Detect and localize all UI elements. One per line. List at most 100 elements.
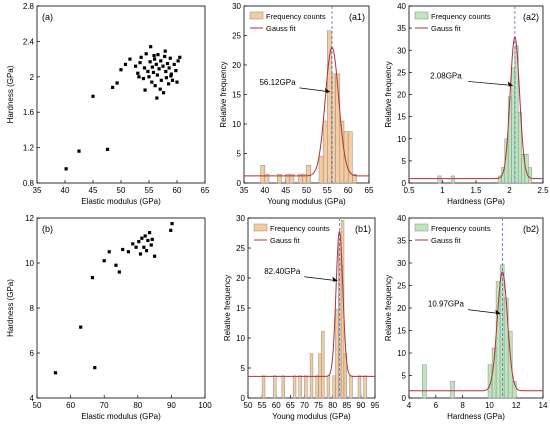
y-tick-label: 0 (241, 394, 246, 403)
gauss-fit-curve (248, 231, 375, 377)
scatter-point (140, 236, 144, 240)
x-tick-label: 2.5 (537, 186, 549, 195)
scatter-point (170, 78, 175, 82)
histogram-bar (450, 381, 455, 399)
scatter-point (150, 237, 154, 241)
histogram-bar (349, 375, 353, 399)
histogram-bar (528, 167, 532, 184)
y-tick-label: 8 (30, 304, 35, 313)
annotation-arrow (467, 81, 513, 86)
y-tick-label: 20 (236, 274, 245, 283)
scatter-point (178, 55, 182, 59)
scatter-point (115, 81, 119, 85)
y-tick-label: 0.8 (23, 179, 35, 188)
y-tick-label: 10 (25, 259, 34, 268)
histogram-bar (318, 156, 324, 184)
scatter-point (161, 91, 166, 95)
y-tick-label: 30 (397, 46, 406, 55)
scatter-point (157, 67, 161, 71)
histogram-bar (273, 375, 277, 399)
legend-swatch-bars (249, 11, 264, 20)
scatter-point (159, 59, 163, 63)
y-tick-label: 15 (397, 113, 406, 122)
scatter-point (105, 147, 110, 151)
y-tick-label: 25 (397, 282, 406, 291)
histogram-bar (289, 173, 295, 184)
histogram-bar (347, 131, 353, 184)
histogram-bar (507, 96, 512, 184)
scatter-point (155, 73, 159, 77)
y-axis-label: Relative frequency (223, 275, 232, 341)
panel-label: (a) (42, 12, 53, 22)
scatter-point (144, 52, 148, 56)
annotation-arrowhead (332, 276, 338, 282)
scatter-point (144, 249, 149, 253)
y-axis-label: Relative frequency (219, 61, 228, 127)
x-tick-label: 2 (507, 186, 512, 195)
x-tick-label: 65 (286, 401, 295, 410)
histogram-bar (335, 308, 339, 399)
scatter-point (126, 250, 130, 254)
annotation-arrowhead (325, 87, 330, 93)
legend-entry: Gauss fit (270, 236, 301, 245)
x-tick-label: 50 (302, 186, 311, 195)
panel-label: (a2) (523, 12, 539, 22)
histogram-bar (343, 353, 348, 399)
peak-annotation: 56.12GPa (259, 78, 296, 87)
panel-a: 35 40 45 50 55 60 65 0.8 1.2 1.6 2 2.4 2.8 Elastic mo… (6, 2, 210, 206)
scatter-point (64, 167, 68, 171)
legend-swatch-bars (414, 223, 429, 232)
scatter-point (151, 70, 156, 74)
x-tick-label: 70 (100, 401, 109, 410)
scatter-point (172, 62, 176, 67)
scatter-point (156, 53, 160, 57)
x-tick-label: 85 (342, 401, 351, 410)
scatter-point (149, 243, 153, 247)
y-tick-label: 12 (25, 214, 34, 223)
legend-entry: Gauss fit (431, 236, 462, 245)
x-tick-label: 35 (33, 186, 42, 195)
scatter-point (169, 74, 173, 78)
x-tick-label: 100 (198, 401, 212, 410)
y-tick-label: 10 (232, 120, 241, 129)
y-tick-label: 5 (241, 364, 246, 373)
scatter-point (147, 75, 151, 79)
scatter-point (117, 270, 121, 274)
y-axis-label: Relative frequency (384, 275, 393, 341)
histogram-bar (437, 175, 442, 184)
annotation-arrow (304, 276, 338, 282)
histogram-bar (277, 173, 282, 184)
peak-annotation: 2.08GPa (430, 71, 462, 80)
x-tick-label: 55 (323, 186, 332, 195)
y-tick-label: 0 (237, 179, 242, 188)
annotation-arrow (467, 309, 501, 314)
scatter-point (134, 245, 138, 249)
histogram-bar (264, 173, 270, 184)
x-tick-label: 75 (314, 401, 323, 410)
y-tick-label: 0 (402, 394, 407, 403)
x-axis-label: Hardness (GPa) (447, 197, 505, 206)
scatter-point (133, 64, 138, 68)
scatter-point (168, 56, 172, 60)
scatter-point (53, 371, 58, 375)
x-tick-label: 45 (89, 186, 98, 195)
panel-a1: 35 40 45 50 55 60 65 0 5 10 15 20 25 30 Young modulus … (219, 2, 374, 206)
y-tick-label: 35 (397, 24, 406, 33)
panel-label: (b1) (355, 224, 371, 234)
scatter-point (79, 325, 83, 329)
scatter-point (139, 55, 143, 59)
y-tick-label: 2.4 (23, 37, 35, 46)
histogram-bar (318, 353, 322, 399)
x-tick-label: 35 (240, 186, 249, 195)
scatter-point (148, 60, 152, 64)
scatter-point (153, 57, 157, 61)
histogram-bar (306, 165, 311, 184)
histogram-bar (292, 375, 297, 399)
legend-entry: Frequency counts (270, 224, 330, 233)
y-tick-label: 5 (402, 157, 407, 166)
histogram-bar (304, 375, 308, 399)
scatter-point (128, 57, 132, 61)
histogram-bar (309, 353, 314, 399)
x-tick-label: 50 (244, 401, 253, 410)
legend-swatch-bars (414, 11, 429, 20)
